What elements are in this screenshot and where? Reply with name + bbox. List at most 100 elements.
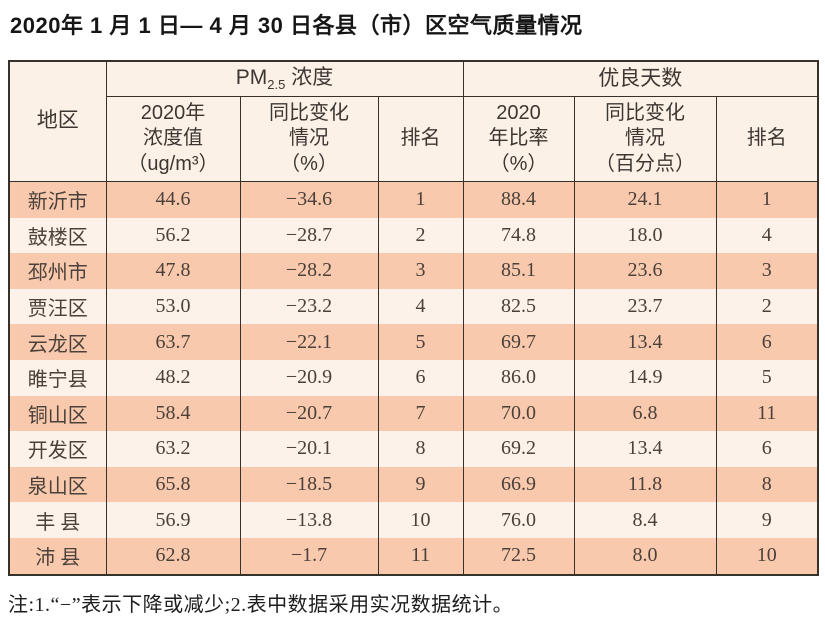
cell-pm25-change: −28.2 bbox=[239, 253, 379, 289]
header-sub-row: 2020年 浓度值 （ug/m³） 同比变化 情况 （%） 排名 2020 年比… bbox=[9, 96, 819, 182]
cell-pm25-rank: 3 bbox=[377, 253, 464, 289]
cell-pm25-value: 48.2 bbox=[105, 359, 241, 396]
header-conc-line3: （ug/m³） bbox=[127, 152, 219, 175]
cell-pm25-rank: 6 bbox=[377, 359, 464, 396]
cell-pm25-value: 53.0 bbox=[105, 288, 241, 325]
cell-ratio-rank: 10 bbox=[715, 537, 819, 575]
cell-pm25-change: −23.2 bbox=[239, 288, 379, 325]
pm25-label-suffix: 浓度 bbox=[285, 65, 334, 89]
cell-ratio-change: 8.4 bbox=[573, 502, 717, 538]
cell-ratio-rank: 2 bbox=[715, 288, 819, 325]
cell-region: 开发区 bbox=[8, 431, 107, 467]
header-ratio-line3: （%） bbox=[489, 152, 548, 175]
cell-pm25-rank: 10 bbox=[377, 502, 464, 538]
pm25-label-subscript: 2.5 bbox=[267, 76, 286, 92]
cell-pm25-value: 47.8 bbox=[105, 253, 241, 289]
cell-ratio-value: 74.8 bbox=[462, 217, 575, 254]
cell-pm25-change: −22.1 bbox=[239, 324, 379, 360]
cell-ratio-rank: 4 bbox=[715, 217, 819, 254]
cell-pm25-value: 62.8 bbox=[105, 537, 241, 575]
cell-ratio-value: 76.0 bbox=[462, 502, 575, 538]
header-group-row: 地区 PM2.5 浓度 优良天数 bbox=[8, 61, 819, 182]
cell-region: 沛 县 bbox=[8, 537, 107, 575]
cell-ratio-value: 85.1 bbox=[462, 253, 575, 289]
cell-pm25-value: 56.9 bbox=[105, 502, 241, 538]
cell-region: 鼓楼区 bbox=[8, 217, 107, 254]
cell-pm25-value: 63.2 bbox=[105, 431, 241, 467]
header-good-days-group: 优良天数 bbox=[462, 61, 819, 97]
table-row: 贾汪区 53.0 −23.2 4 82.5 23.7 2 bbox=[8, 288, 819, 325]
cell-ratio-value: 72.5 bbox=[462, 537, 575, 575]
cell-region: 贾汪区 bbox=[8, 288, 107, 325]
cell-pm25-change: −34.6 bbox=[239, 181, 379, 218]
header-conc-change-line3: （%） bbox=[280, 152, 338, 175]
cell-ratio-rank: 6 bbox=[715, 324, 819, 360]
header-ratio-change-line1: 同比变化 bbox=[605, 101, 686, 124]
cell-ratio-change: 24.1 bbox=[573, 181, 717, 218]
cell-pm25-rank: 11 bbox=[377, 537, 464, 575]
table-row: 睢宁县 48.2 −20.9 6 86.0 14.9 5 bbox=[8, 359, 819, 396]
cell-ratio-rank: 9 bbox=[715, 502, 819, 538]
cell-ratio-change: 13.4 bbox=[573, 324, 717, 360]
cell-region: 睢宁县 bbox=[8, 359, 107, 396]
cell-ratio-change: 8.0 bbox=[573, 537, 717, 575]
cell-ratio-change: 14.9 bbox=[573, 359, 717, 396]
cell-region: 丰 县 bbox=[8, 502, 107, 538]
page-title: 2020年 1 月 1 日— 4 月 30 日各县（市）区空气质量情况 bbox=[10, 13, 583, 38]
header-ratio-change-line3: （百分点） bbox=[595, 152, 696, 175]
cell-pm25-rank: 2 bbox=[377, 217, 464, 254]
cell-pm25-value: 56.2 bbox=[105, 217, 241, 254]
header-conc-change-line2: 情况 bbox=[289, 127, 329, 150]
cell-ratio-value: 70.0 bbox=[462, 395, 575, 432]
header-ratio: 2020 年比率 （%） bbox=[462, 96, 575, 182]
table-row: 邳州市 47.8 −28.2 3 85.1 23.6 3 bbox=[8, 253, 819, 289]
cell-pm25-rank: 5 bbox=[377, 324, 464, 360]
pm25-label-prefix: PM bbox=[235, 65, 268, 89]
cell-pm25-rank: 9 bbox=[377, 466, 464, 503]
cell-region: 泉山区 bbox=[8, 466, 107, 503]
cell-ratio-change: 23.6 bbox=[573, 253, 717, 289]
header-ratio-line1: 2020 bbox=[496, 101, 541, 124]
cell-ratio-value: 69.2 bbox=[462, 431, 575, 467]
cell-ratio-change: 13.4 bbox=[573, 431, 717, 467]
cell-pm25-change: −20.9 bbox=[239, 359, 379, 396]
table-row: 云龙区 63.7 −22.1 5 69.7 13.4 6 bbox=[8, 324, 819, 360]
cell-ratio-rank: 5 bbox=[715, 359, 819, 396]
cell-pm25-change: −18.5 bbox=[239, 466, 379, 503]
cell-pm25-value: 58.4 bbox=[105, 395, 241, 432]
header-region: 地区 bbox=[8, 61, 107, 182]
cell-ratio-rank: 1 bbox=[715, 181, 819, 218]
table-row: 开发区 63.2 −20.1 8 69.2 13.4 6 bbox=[8, 431, 819, 467]
cell-ratio-change: 23.7 bbox=[573, 288, 717, 325]
cell-pm25-rank: 1 bbox=[377, 181, 464, 218]
table-row: 铜山区 58.4 −20.7 7 70.0 6.8 11 bbox=[8, 395, 819, 432]
header-conc-line1: 2020年 bbox=[140, 101, 206, 124]
table-header: 地区 PM2.5 浓度 优良天数 2020年 浓度值 （ug/m³） 同比变化 … bbox=[8, 61, 819, 182]
cell-pm25-change: −20.1 bbox=[239, 431, 379, 467]
cell-ratio-change: 18.0 bbox=[573, 217, 717, 254]
cell-pm25-rank: 4 bbox=[377, 288, 464, 325]
header-days-rank: 排名 bbox=[715, 96, 819, 182]
cell-region: 铜山区 bbox=[8, 395, 107, 432]
cell-pm25-change: −28.7 bbox=[239, 217, 379, 254]
cell-pm25-value: 44.6 bbox=[105, 181, 241, 218]
cell-ratio-change: 6.8 bbox=[573, 395, 717, 432]
cell-region: 新沂市 bbox=[8, 181, 107, 218]
cell-ratio-rank: 11 bbox=[715, 395, 819, 432]
header-conc-change-line1: 同比变化 bbox=[269, 101, 349, 124]
air-quality-table: 地区 PM2.5 浓度 优良天数 2020年 浓度值 （ug/m³） 同比变化 … bbox=[8, 60, 820, 576]
header-pm25-rank: 排名 bbox=[377, 96, 464, 182]
footnote: 注:1.“−”表示下降或减少;2.表中数据采用实况数据统计。 bbox=[8, 594, 514, 616]
header-ratio-line2: 年比率 bbox=[488, 127, 549, 150]
table-row: 沛 县 62.8 −1.7 11 72.5 8.0 10 bbox=[8, 537, 819, 575]
cell-region: 邳州市 bbox=[8, 253, 107, 289]
header-conc: 2020年 浓度值 （ug/m³） bbox=[105, 96, 241, 182]
table-body: 新沂市 44.6 −34.6 1 88.4 24.1 1 鼓楼区 56.2 −28.7 2 74.8 1… bbox=[8, 181, 819, 575]
cell-ratio-change: 11.8 bbox=[573, 466, 717, 503]
header-ratio-change: 同比变化 情况 （百分点） bbox=[573, 96, 717, 182]
cell-pm25-change: −13.8 bbox=[239, 502, 379, 538]
header-conc-change: 同比变化 情况 （%） bbox=[239, 96, 379, 182]
cell-ratio-rank: 8 bbox=[715, 466, 819, 503]
cell-pm25-value: 63.7 bbox=[105, 324, 241, 360]
header-pm25-group: PM2.5 浓度 bbox=[105, 61, 464, 97]
